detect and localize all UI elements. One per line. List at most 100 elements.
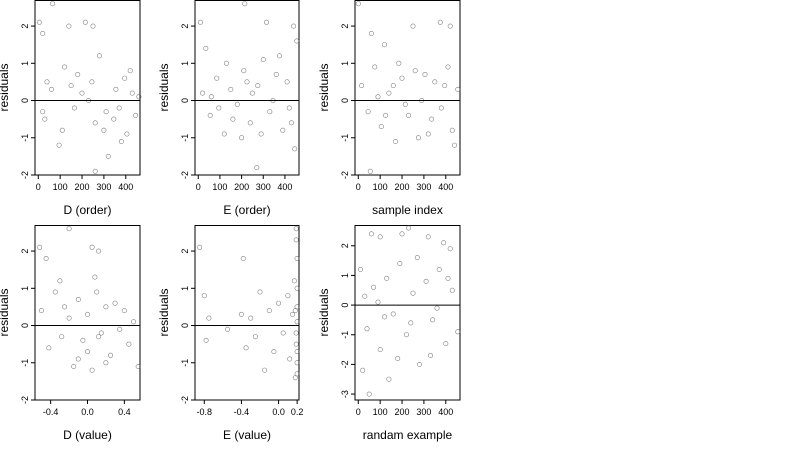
data-point [116,105,122,111]
x-axis-label: sample index [372,203,443,217]
y-tick-label: 1 [340,61,350,66]
x-tick-label: 300 [416,182,431,192]
data-point [48,86,54,92]
data-point [207,112,213,118]
data-point [392,139,398,145]
data-point [57,278,63,284]
data-point [92,120,98,126]
data-point [92,168,98,174]
data-point [262,367,268,373]
data-point [239,135,245,141]
data-point [437,19,443,25]
x-axis-label: D (value) [63,428,112,442]
data-point [96,248,102,254]
data-point [42,116,48,122]
x-tick-label: 200 [75,182,90,192]
data-point [276,300,282,306]
data-point [280,127,286,133]
data-point [406,225,412,231]
data-point [406,112,412,118]
y-tick-label: -1 [180,359,190,367]
plot-frame [194,225,300,401]
x-tick-label: -0.4 [234,407,250,417]
data-point [92,274,98,280]
y-tick-label: 0 [180,323,190,328]
data-point [371,284,377,290]
y-tick-label: -2 [20,171,30,179]
data-point [377,347,383,353]
plot-frame [354,0,461,176]
data-point [286,105,292,111]
data-point [135,363,141,369]
data-point [414,255,420,261]
data-point [105,153,111,159]
data-point [43,255,49,261]
data-point [403,332,409,338]
y-tick-label: 2 [180,249,190,254]
data-point [117,326,123,332]
y-tick-label: 0 [20,98,30,103]
data-point [225,326,231,332]
data-point [79,90,85,96]
data-point [449,287,455,293]
data-point [434,305,440,311]
y-tick-label: 2 [340,243,350,248]
data-point [408,320,414,326]
data-point [89,79,95,85]
data-point [197,19,203,25]
data-point [293,237,299,243]
data-point [129,90,135,96]
data-point [90,23,96,29]
x-tick-label: 200 [395,182,410,192]
data-point [124,131,130,137]
data-point [423,278,429,284]
data-point [381,42,387,48]
data-point [365,109,371,115]
scatter-panel-3: 0 100 200 300 400 -2 -1 0 1 2 sample index residual… [317,0,461,217]
y-axis-label: residuals [0,63,11,111]
data-point [293,330,299,336]
data-point [254,165,260,171]
data-point [44,79,50,85]
data-point [381,314,387,320]
x-tick-label: 100 [373,182,388,192]
data-point [386,90,392,96]
data-point [208,94,214,100]
data-point [384,275,390,281]
y-tick-label: 1 [180,61,190,66]
data-point [37,244,43,250]
data-point [103,304,109,310]
x-tick-label: 0 [36,182,41,192]
data-point [386,376,392,382]
data-point [289,311,295,317]
data-point [357,266,363,272]
data-point [131,319,137,325]
y-tick-label: 2 [20,249,30,254]
data-point [367,168,373,174]
data-point [97,53,103,59]
data-point [372,64,378,70]
data-point [445,64,451,70]
data-point [443,341,449,347]
data-point [291,23,297,29]
x-tick-label: 400 [438,182,453,192]
x-tick-label: 400 [438,407,453,417]
data-point [294,349,300,355]
plot-frame [194,0,300,176]
data-point [240,255,246,261]
data-point [415,135,421,141]
data-point [395,355,401,361]
data-point [422,72,428,78]
data-point [271,349,277,355]
data-point [89,244,95,250]
y-tick-label: 0 [340,303,350,308]
data-point [390,311,396,317]
data-point [293,226,299,232]
x-tick-label: 300 [96,182,111,192]
data-point [368,30,374,36]
data-point [375,94,381,100]
x-axis-label: D (order) [63,203,111,217]
data-point [103,109,109,115]
scatter-panel-2: 0 100 200 300 400 -2 -1 0 1 2 E (order) residuals [157,0,300,217]
